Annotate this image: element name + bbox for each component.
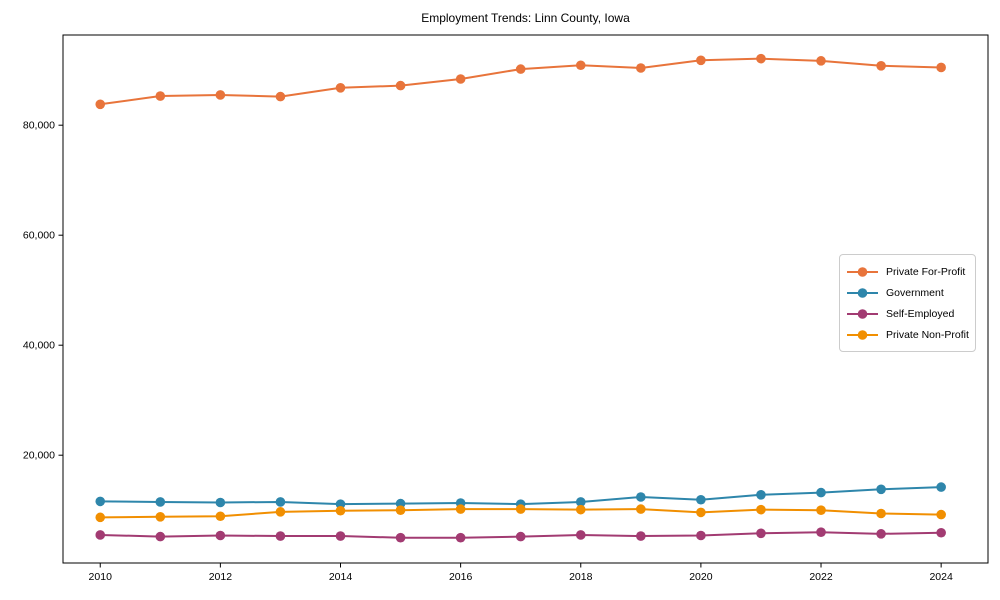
data-point-private-for-profit-2018 xyxy=(575,60,586,71)
legend-label: Self-Employed xyxy=(886,307,955,320)
y-tick-label: 20,000 xyxy=(23,450,55,462)
data-point-private-for-profit-2021 xyxy=(756,53,766,64)
data-point-government-2021 xyxy=(756,490,766,500)
data-point-private-non-profit-2013 xyxy=(275,507,286,517)
data-point-private-non-profit-2024 xyxy=(936,509,946,520)
data-point-private-for-profit-2022 xyxy=(816,56,826,66)
data-point-private-non-profit-2010 xyxy=(95,512,106,523)
legend-marker-icon xyxy=(847,266,878,277)
x-tick-label: 2020 xyxy=(689,571,713,583)
legend-label: Private Non-Profit xyxy=(886,328,969,341)
legend-label: Government xyxy=(886,286,944,299)
legend-marker-icon xyxy=(847,308,878,319)
data-point-government-2010 xyxy=(95,496,106,507)
data-point-self-employed-2011 xyxy=(155,531,166,542)
data-point-private-non-profit-2017 xyxy=(515,504,526,514)
legend-dot xyxy=(857,329,868,340)
data-point-self-employed-2015 xyxy=(395,532,406,543)
data-point-private-for-profit-2011 xyxy=(155,91,166,101)
legend-item-private-for-profit: Private For-Profit xyxy=(847,261,968,282)
data-point-government-2020 xyxy=(696,494,706,505)
data-point-government-2014 xyxy=(335,499,346,509)
data-point-private-for-profit-2024 xyxy=(936,62,946,73)
data-point-self-employed-2022 xyxy=(816,527,826,537)
data-point-self-employed-2017 xyxy=(515,531,526,542)
data-point-private-for-profit-2019 xyxy=(636,63,646,73)
x-tick-label: 2010 xyxy=(89,571,113,583)
legend-dot xyxy=(857,266,868,277)
data-point-private-non-profit-2015 xyxy=(395,505,406,515)
data-point-private-non-profit-2014 xyxy=(335,505,346,516)
data-point-private-for-profit-2023 xyxy=(876,61,886,71)
y-tick-label: 80,000 xyxy=(23,120,55,132)
data-point-government-2024 xyxy=(936,482,946,492)
data-point-private-for-profit-2016 xyxy=(455,74,466,84)
data-point-government-2023 xyxy=(876,484,886,495)
legend-item-government: Government xyxy=(847,282,968,303)
data-point-private-non-profit-2012 xyxy=(215,511,226,522)
data-point-self-employed-2014 xyxy=(335,531,346,541)
data-point-private-for-profit-2013 xyxy=(275,91,286,102)
data-point-private-non-profit-2018 xyxy=(575,504,586,515)
data-point-government-2022 xyxy=(816,487,826,498)
x-tick-label: 2024 xyxy=(929,571,953,583)
y-tick-label: 60,000 xyxy=(23,230,55,242)
data-point-self-employed-2012 xyxy=(215,530,226,541)
data-point-government-2011 xyxy=(155,497,166,507)
data-point-government-2018 xyxy=(575,497,586,507)
legend-label: Private For-Profit xyxy=(886,265,966,278)
data-point-government-2019 xyxy=(636,492,646,502)
legend: Private For-Profit Government Self-Employe… xyxy=(839,254,976,352)
data-point-private-non-profit-2021 xyxy=(756,504,766,515)
legend-dot xyxy=(857,287,868,298)
legend-marker-icon xyxy=(847,329,878,340)
data-point-private-non-profit-2020 xyxy=(696,507,706,518)
data-point-self-employed-2018 xyxy=(575,530,586,540)
x-tick-label: 2016 xyxy=(449,571,473,583)
legend-dot xyxy=(857,308,868,319)
data-point-private-non-profit-2016 xyxy=(455,504,466,514)
data-point-private-for-profit-2014 xyxy=(335,83,346,93)
data-point-self-employed-2013 xyxy=(275,531,286,541)
data-point-self-employed-2010 xyxy=(95,530,106,540)
data-point-private-for-profit-2015 xyxy=(395,80,406,91)
data-point-self-employed-2023 xyxy=(876,529,886,539)
data-point-private-for-profit-2017 xyxy=(515,64,526,74)
data-point-government-2012 xyxy=(215,497,226,508)
data-point-private-non-profit-2023 xyxy=(876,508,886,519)
data-point-private-for-profit-2010 xyxy=(95,99,106,110)
plot-frame xyxy=(62,34,989,564)
data-point-self-employed-2016 xyxy=(455,532,466,543)
legend-item-self-employed: Self-Employed xyxy=(847,303,968,324)
data-point-self-employed-2021 xyxy=(756,528,766,539)
data-point-government-2013 xyxy=(275,497,286,507)
y-tick-label: 40,000 xyxy=(23,340,55,352)
data-point-private-for-profit-2012 xyxy=(215,90,226,100)
data-point-self-employed-2020 xyxy=(696,530,706,541)
data-point-government-2015 xyxy=(395,498,406,509)
data-point-self-employed-2024 xyxy=(936,527,946,538)
x-tick-label: 2014 xyxy=(329,571,353,583)
data-point-private-non-profit-2011 xyxy=(155,512,166,522)
legend-item-private-non-profit: Private Non-Profit xyxy=(847,324,969,345)
data-point-private-non-profit-2022 xyxy=(816,505,826,515)
data-point-private-non-profit-2019 xyxy=(636,504,646,514)
chart-title: Employment Trends: Linn County, Iowa xyxy=(421,11,630,25)
x-tick-label: 2012 xyxy=(209,571,233,583)
legend-marker-icon xyxy=(847,287,878,298)
x-tick-label: 2022 xyxy=(809,571,833,583)
data-point-self-employed-2019 xyxy=(636,531,646,541)
data-point-private-for-profit-2020 xyxy=(696,55,706,66)
x-tick-label: 2018 xyxy=(569,571,593,583)
